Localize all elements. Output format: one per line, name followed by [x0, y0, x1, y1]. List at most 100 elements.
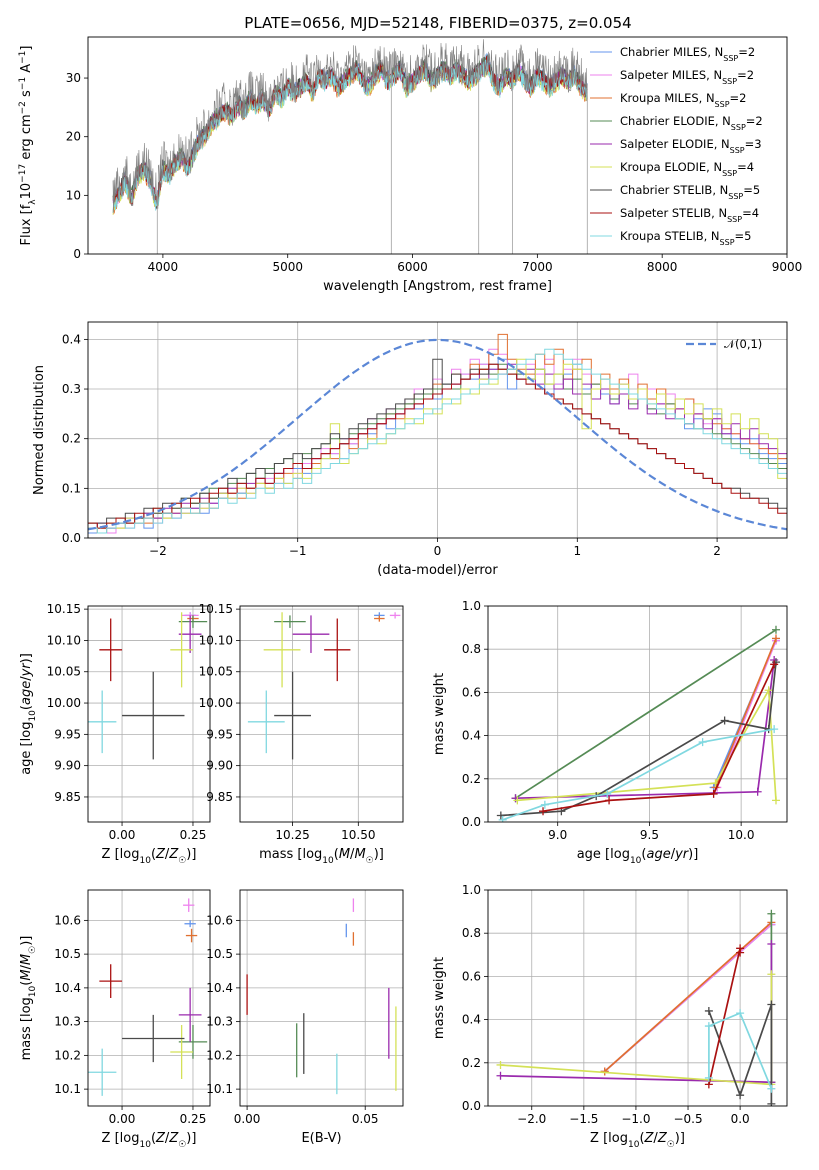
marker-salpeter-stelib	[605, 796, 614, 805]
y-tick-label: 0.8	[462, 926, 481, 940]
y-tick-label: 10.6	[206, 913, 233, 927]
y-axis-label: mass weight	[432, 957, 447, 1039]
point-salpeter-miles	[389, 612, 401, 619]
y-tick-label: 1.0	[462, 883, 481, 897]
y-tick-label: 30	[66, 71, 81, 85]
y-tick-label: 0.6	[462, 685, 481, 699]
y-tick-label: 10.3	[206, 1015, 233, 1029]
plot-area	[88, 606, 210, 822]
marker-salpeter-stelib	[709, 789, 718, 798]
x-tick-label: 0.25	[180, 828, 207, 842]
legend-label-chabrier-miles: Chabrier MILES, NSSP=2	[620, 45, 755, 63]
x-tick-label: 0.00	[234, 1112, 261, 1126]
x-tick-label: 0.00	[109, 1112, 136, 1126]
point-kroupa-miles	[374, 615, 385, 622]
y-tick-label: 10.00	[199, 696, 233, 710]
line-kroupa-elodie	[517, 687, 777, 802]
y-tick-label: 0.2	[462, 772, 481, 786]
marker-salpeter-elodie	[496, 1071, 505, 1080]
point-chabrier-stelib	[122, 1014, 185, 1063]
axes-frame	[487, 889, 788, 1107]
marker-kroupa-elodie	[496, 1060, 505, 1069]
legend-label-kroupa-miles: Kroupa MILES, NSSP=2	[620, 91, 746, 109]
y-axis-label: mass [log10(M/M☉)]	[19, 936, 38, 1061]
point-salpeter-stelib	[99, 964, 123, 998]
marker-chabrier-elodie	[771, 625, 780, 634]
y-tick-label: 10.2	[54, 1048, 81, 1062]
point-salpeter-miles	[183, 898, 195, 912]
marker-kroupa-miles	[771, 634, 780, 643]
point-kroupa-stelib	[88, 690, 117, 754]
point-chabrier-elodie	[178, 1025, 208, 1059]
marker-chabrier-stelib	[736, 1091, 745, 1100]
y-tick-label: 0.4	[462, 1013, 481, 1027]
x-tick-label: 9000	[772, 260, 803, 274]
y-tick-label: 0.0	[462, 815, 481, 829]
line-kroupa-miles	[604, 921, 772, 1073]
panel-massweight-vs-Z: −2.0 −1.5 −1.0 −0.5 0.0 0.0 0.2 0.4 0.6 0.8 1.0 Z […	[432, 883, 788, 1150]
y-tick-label: 10.4	[54, 981, 81, 995]
y-tick-label: 9.90	[206, 759, 233, 773]
x-axis-label: wavelength [Angstrom, rest frame]	[323, 279, 552, 294]
marker-kroupa-elodie	[767, 970, 776, 979]
legend-label-salpeter-elodie: Salpeter ELODIE, NSSP=3	[620, 137, 762, 155]
point-chabrier-elodie	[178, 615, 208, 628]
legend-label-kroupa-stelib: Kroupa STELIB, NSSP=5	[620, 229, 751, 247]
plot-area	[240, 890, 403, 1106]
x-tick-label: 10.50	[341, 828, 375, 842]
line-chabrier-elodie	[515, 629, 777, 799]
x-axis-label: E(B-V)	[301, 1131, 341, 1146]
x-axis-label: age [log10(age/yr)]	[577, 847, 699, 866]
legend-label-chabrier-stelib: Chabrier STELIB, NSSP=5	[620, 183, 760, 201]
y-tick-label: 10.5	[206, 947, 233, 961]
y-tick-label: 10.10	[199, 633, 233, 647]
point-salpeter-stelib	[324, 618, 351, 682]
marker-chabrier-elodie	[767, 909, 776, 918]
x-tick-label: 4000	[148, 260, 179, 274]
marker-kroupa-stelib	[603, 789, 612, 798]
plot-area	[88, 322, 787, 538]
marker-chabrier-stelib	[704, 1006, 713, 1015]
point-kroupa-miles	[185, 928, 198, 943]
x-axis-label: (data-model)/error	[377, 563, 498, 578]
point-salpeter-elodie	[178, 987, 202, 1042]
x-tick-label: −0.5	[673, 1112, 702, 1126]
y-tick-label: 20	[66, 130, 81, 144]
x-tick-label: 1	[573, 544, 581, 558]
axes-frame	[239, 889, 404, 1107]
marker-salpeter-stelib	[736, 948, 745, 957]
plot-area	[488, 890, 787, 1106]
point-salpeter-elodie	[178, 615, 202, 653]
marker-kroupa-stelib	[698, 738, 707, 747]
plot-area	[88, 890, 210, 1106]
point-chabrier-miles	[184, 920, 196, 928]
y-tick-label: 10	[66, 188, 81, 202]
x-tick-label: 6000	[397, 260, 428, 274]
x-axis-label: Z [log10(Z/Z☉)]	[590, 1131, 685, 1150]
y-tick-label: 10.1	[206, 1082, 233, 1096]
x-tick-label: 2	[713, 544, 721, 558]
marker-kroupa-stelib	[704, 1022, 713, 1031]
point-salpeter-stelib	[99, 618, 123, 682]
y-tick-label: 9.95	[54, 727, 81, 741]
y-tick-label: 0.2	[62, 432, 81, 446]
x-tick-label: −2.0	[517, 1112, 546, 1126]
x-tick-label: 0.0	[731, 1112, 750, 1126]
normal-curve	[88, 338, 787, 531]
panel-age-vs-Z: 0.00 0.25 9.85 9.90 9.95 10.00 10.05 10.10 10.15…	[19, 602, 211, 866]
y-tick-label: 10.00	[47, 696, 81, 710]
plot-area	[240, 606, 403, 822]
y-tick-label: 0.3	[62, 382, 81, 396]
y-tick-label: 9.90	[54, 759, 81, 773]
line-kroupa-miles	[714, 638, 777, 788]
x-axis-label: Z [log10(Z/Z☉)]	[102, 847, 197, 866]
y-tick-label: 10.3	[54, 1015, 81, 1029]
y-tick-label: 1.0	[462, 599, 481, 613]
axes-frame	[487, 605, 788, 823]
point-chabrier-elodie	[274, 615, 306, 628]
x-tick-label: −1	[289, 544, 307, 558]
y-tick-label: 10.05	[47, 665, 81, 679]
panel-residuals: −2 −1 0 1 2 0.0 0.1 0.2 0.3 0.4 (data-model)/error…	[32, 321, 788, 578]
x-tick-label: −2	[149, 544, 167, 558]
